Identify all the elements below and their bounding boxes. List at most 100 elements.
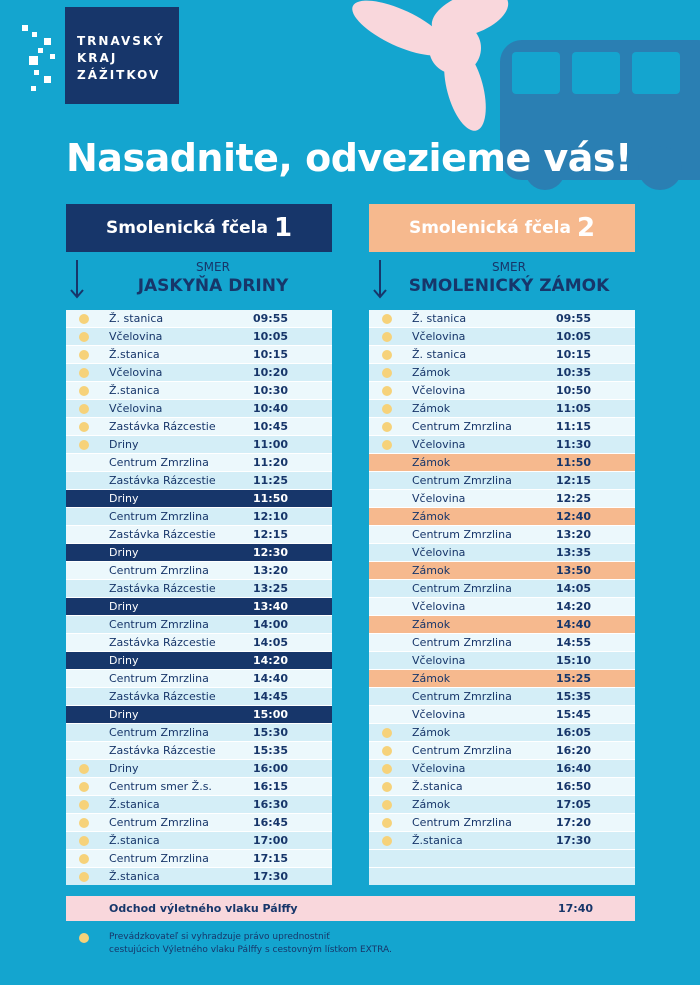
stop-name: Centrum Zmrzlina [109, 456, 209, 469]
table-row: Zámok 11:50 [369, 454, 635, 471]
departure-time: 12:25 [556, 492, 592, 505]
yellow-dot-icon [382, 746, 392, 756]
table-row: Zastávka Rázcestie 14:05 [66, 634, 332, 651]
stop-name: Ž.stanica [109, 798, 160, 811]
table-row: Centrum Zmrzlina 17:20 [369, 814, 635, 831]
departure-time: 12:15 [253, 528, 289, 541]
train-departure-label: Odchod výletného vlaku Pálffy [109, 902, 298, 915]
route-2-column: Smolenická fčela 2 SMER SMOLENICKÝ ZÁMOK… [369, 204, 635, 886]
pink-propeller-illustration [352, 0, 509, 131]
route-2-destination: SMOLENICKÝ ZÁMOK [408, 276, 610, 296]
route-1-destination: JASKYŇA DRINY [137, 276, 289, 296]
arrow-down-icon [373, 260, 387, 299]
table-row: Ž.stanica 17:00 [66, 832, 332, 849]
stop-name: Zámok [412, 672, 451, 685]
stop-name: Zámok [412, 402, 451, 415]
departure-time: 10:15 [253, 348, 289, 361]
train-departure-bar: Odchod výletného vlaku Pálffy 17:40 [66, 896, 635, 921]
table-row: Centrum Zmrzlina 13:20 [369, 526, 635, 543]
yellow-dot-icon [382, 800, 392, 810]
stop-name: Centrum Zmrzlina [412, 528, 512, 541]
table-row: Zámok 14:40 [369, 616, 635, 633]
stop-name: Včelovina [412, 492, 466, 505]
arrow-down-icon [70, 260, 84, 299]
stop-name: Zámok [412, 510, 451, 523]
table-row: Zastávka Rázcestie 12:15 [66, 526, 332, 543]
stop-name: Zámok [412, 366, 451, 379]
yellow-dot-icon [79, 764, 89, 774]
table-row: Zámok 10:35 [369, 364, 635, 381]
stop-name: Ž.stanica [412, 834, 463, 847]
stop-name: Centrum Zmrzlina [109, 672, 209, 685]
table-row: Ž. stanica 09:55 [66, 310, 332, 327]
stop-name: Zastávka Rázcestie [109, 420, 216, 433]
table-row: Zastávka Rázcestie 13:25 [66, 580, 332, 597]
departure-time: 11:20 [253, 456, 289, 469]
departure-time: 10:45 [253, 420, 289, 433]
table-row: Včelovina 15:10 [369, 652, 635, 669]
table-row: Ž.stanica 10:30 [66, 382, 332, 399]
stop-name: Driny [109, 546, 139, 559]
departure-time: 17:30 [556, 834, 592, 847]
table-row: Včelovina 15:45 [369, 706, 635, 723]
stop-name: Ž.stanica [109, 834, 160, 847]
table-row: Ž.stanica 16:30 [66, 796, 332, 813]
departure-time: 17:20 [556, 816, 592, 829]
note-line-2: cestujúcich Výletného vlaku Pálffy s ces… [109, 945, 392, 955]
yellow-dot-icon [382, 332, 392, 342]
table-row: Včelovina 11:30 [369, 436, 635, 453]
departure-time: 13:20 [556, 528, 592, 541]
table-row: Zastávka Rázcestie 11:25 [66, 472, 332, 489]
stop-name: Ž.stanica [412, 780, 463, 793]
route-2-number: 2 [576, 213, 596, 243]
stop-name: Zámok [412, 456, 451, 469]
train-departure-time: 17:40 [558, 902, 594, 915]
departure-time: 14:20 [253, 654, 289, 667]
yellow-dot-icon [79, 782, 89, 792]
yellow-dot-icon [79, 314, 89, 324]
decorative-graphics [352, 0, 700, 190]
departure-time: 17:15 [253, 852, 289, 865]
departure-time: 14:55 [556, 636, 592, 649]
table-row: Centrum Zmrzlina 14:05 [369, 580, 635, 597]
departure-time: 10:35 [556, 366, 592, 379]
departure-time: 17:00 [253, 834, 289, 847]
stop-name: Ž. stanica [109, 312, 164, 325]
stop-name: Centrum Zmrzlina [412, 420, 512, 433]
departure-time: 13:20 [253, 564, 289, 577]
departure-time: 17:05 [556, 798, 592, 811]
departure-time: 11:15 [556, 420, 592, 433]
route-1-direction: SMER JASKYŇA DRINY [66, 252, 332, 310]
table-row: Včelovina 14:20 [369, 598, 635, 615]
table-row: Zámok 13:50 [369, 562, 635, 579]
stop-name: Včelovina [412, 762, 466, 775]
stop-name: Ž.stanica [109, 348, 160, 361]
departure-time: 10:05 [556, 330, 592, 343]
table-row: Centrum Zmrzlina 16:45 [66, 814, 332, 831]
yellow-dot-icon [79, 350, 89, 360]
route-2-smer-label: SMER [492, 260, 526, 274]
departure-time: 16:15 [253, 780, 289, 793]
stop-name: Centrum Zmrzlina [109, 564, 209, 577]
table-row: Včelovina 10:05 [369, 328, 635, 345]
note-line-1: Prevádzkovateľ si vyhradzuje právo upred… [109, 932, 330, 942]
stop-name: Centrum Zmrzlina [412, 474, 512, 487]
stop-name: Zastávka Rázcestie [109, 744, 216, 757]
stop-name: Centrum Zmrzlina [412, 744, 512, 757]
table-row: Driny 11:50 [66, 490, 332, 507]
yellow-dot-icon [79, 800, 89, 810]
departure-time: 17:30 [253, 870, 289, 883]
yellow-dot-icon [382, 386, 392, 396]
yellow-dot-icon [382, 368, 392, 378]
table-row: Včelovina 10:05 [66, 328, 332, 345]
yellow-dot-icon [79, 440, 89, 450]
table-row: Centrum Zmrzlina 14:00 [66, 616, 332, 633]
departure-time: 11:30 [556, 438, 592, 451]
yellow-dot-icon [382, 440, 392, 450]
departure-time: 15:35 [556, 690, 592, 703]
departure-time: 09:55 [556, 312, 592, 325]
departure-time: 11:50 [556, 456, 592, 469]
yellow-dot-icon [382, 314, 392, 324]
table-row: Zastávka Rázcestie 14:45 [66, 688, 332, 705]
table-row: Centrum Zmrzlina 17:15 [66, 850, 332, 867]
